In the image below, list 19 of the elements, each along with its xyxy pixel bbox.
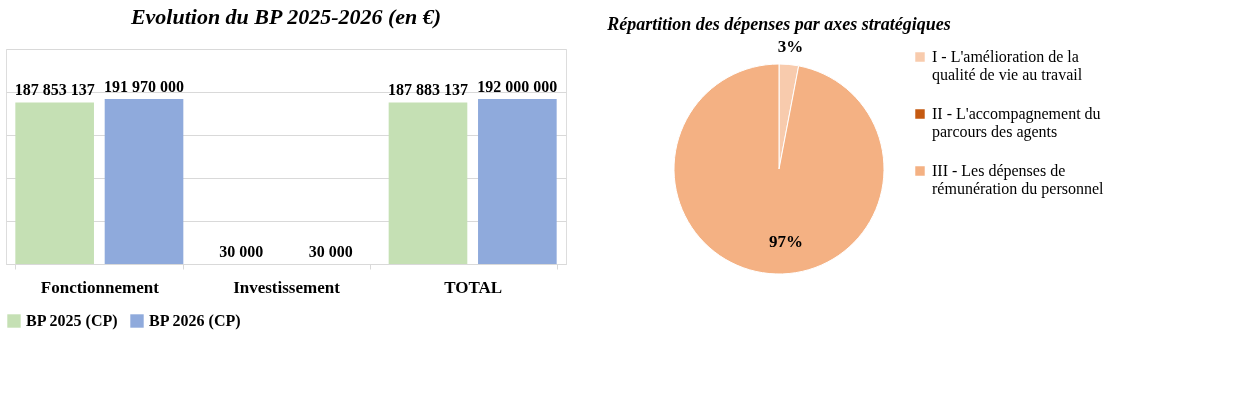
legend-label: BP 2026 (CP) bbox=[149, 312, 241, 330]
data-label: 30 000 bbox=[308, 242, 353, 260]
data-label: 187 883 137 bbox=[387, 81, 468, 99]
x-tick-label: Fonctionnement bbox=[40, 277, 160, 297]
x-tick-label: TOTAL bbox=[444, 277, 503, 297]
pie-slice bbox=[673, 63, 885, 275]
chart-title: Evolution du BP 2025-2026 (en €) bbox=[129, 4, 442, 29]
x-tick-label: Investissement bbox=[233, 277, 341, 297]
chart-title: Répartition des dépenses par axes stratégiques bbox=[606, 13, 951, 34]
data-label: 3% bbox=[777, 36, 804, 56]
legend-label: III - Les dépenses de rémunération du personnel bbox=[932, 162, 1105, 198]
data-label: 187 853 137 bbox=[14, 81, 95, 99]
data-label: 191 970 000 bbox=[104, 77, 185, 95]
legend-label: II - L'accompagnement du parcours des agents bbox=[932, 105, 1101, 141]
legend-label: I - L'amélioration de la qualité de vie au travail bbox=[932, 48, 1083, 84]
data-label: 30 000 bbox=[219, 242, 264, 260]
legend-label: BP 2025 (CP) bbox=[26, 312, 118, 330]
data-label: 192 000 000 bbox=[477, 77, 558, 95]
data-label: 97% bbox=[768, 232, 803, 252]
